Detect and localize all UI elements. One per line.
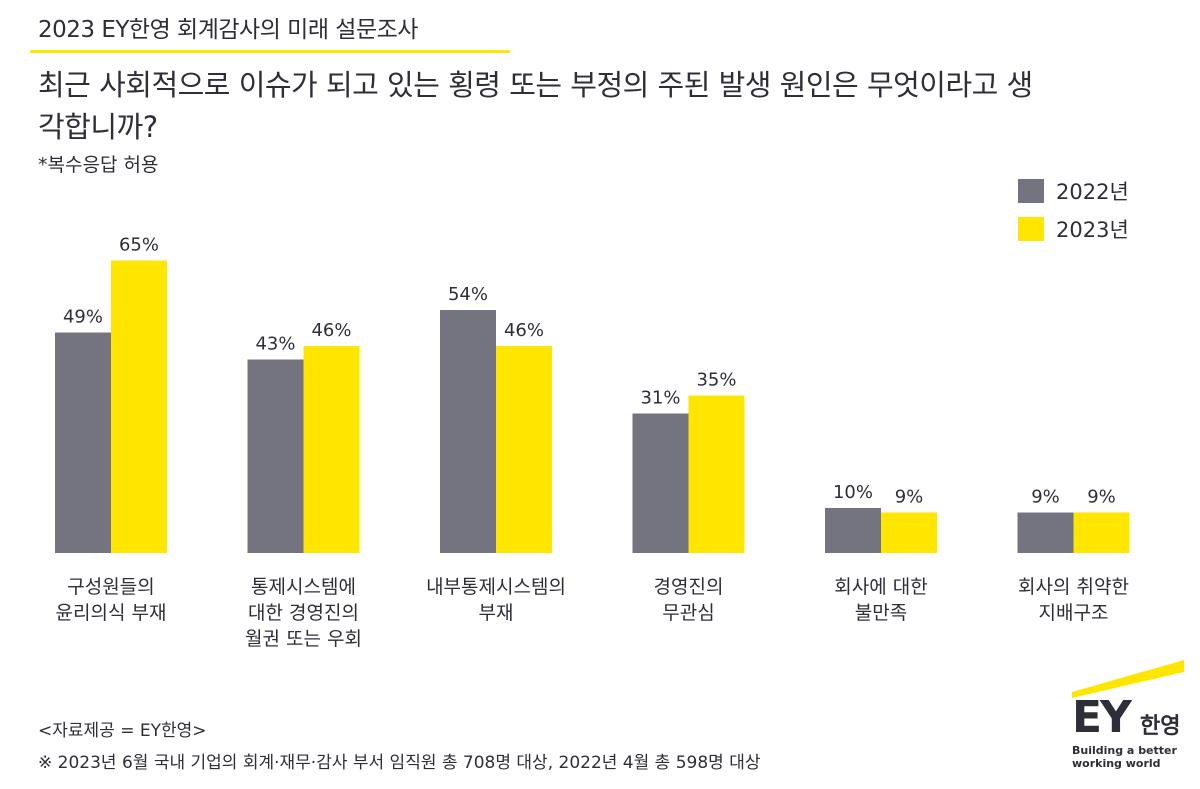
bar-2023-cat-2 (496, 346, 552, 553)
logo-wordmark: EY (1072, 692, 1132, 743)
data-label-2022-cat-1: 43% (255, 334, 295, 355)
bar-2023-cat-4 (881, 512, 937, 553)
data-source: <자료제공 = EY한영> (38, 721, 207, 741)
bar-2022-cat-2 (440, 310, 496, 553)
data-label-2022-cat-4: 10% (833, 482, 873, 503)
data-label-2022-cat-3: 31% (640, 388, 680, 409)
bar-2022-cat-0 (55, 332, 111, 553)
logo-korean: 한영 (1140, 714, 1181, 739)
data-label-2023-cat-4: 9% (895, 487, 924, 508)
data-label-2023-cat-1: 46% (311, 320, 351, 341)
chart-legend: 2022년 2023년 (1018, 178, 1129, 254)
bar-2023-cat-0 (111, 260, 167, 553)
category-label-3-line-0: 경영진의 (654, 576, 724, 598)
data-label-2022-cat-0: 49% (63, 307, 103, 328)
bar-2023-cat-5 (1073, 512, 1130, 553)
data-label-2022-cat-2: 54% (448, 284, 488, 305)
data-label-2022-cat-5: 9% (1031, 487, 1060, 508)
data-label-2023-cat-2: 46% (504, 320, 544, 341)
logo-tagline-line-2: working world (1072, 757, 1161, 770)
bar-2022-cat-3 (632, 413, 689, 553)
logo-beam-icon (1072, 660, 1184, 698)
bar-2022-cat-5 (1017, 512, 1074, 553)
bar-2022-cat-1 (247, 359, 304, 553)
legend-swatch-2023 (1018, 217, 1044, 241)
category-label-4-line-0: 회사에 대한 (834, 576, 927, 598)
data-label-2023-cat-3: 35% (696, 370, 736, 391)
category-label-3-line-1: 무관심 (662, 602, 714, 624)
logo-tagline-line-1: Building a better (1072, 744, 1177, 757)
category-label-2-line-1: 부재 (479, 602, 514, 624)
category-label-0-line-1: 윤리의식 부재 (56, 602, 167, 624)
category-label-4-line-1: 불만족 (855, 602, 907, 624)
category-label-0-line-0: 구성원들의 (67, 576, 154, 598)
legend-label-2022: 2022년 (1056, 180, 1129, 204)
legend-item-2023: 2023년 (1018, 216, 1129, 242)
legend-label-2023: 2023년 (1056, 218, 1129, 242)
bar-2022-cat-4 (825, 508, 881, 553)
data-label-2023-cat-0: 65% (119, 235, 159, 256)
category-label-1-line-0: 통제시스템에 (251, 576, 356, 598)
title-underline (30, 50, 510, 53)
category-label-2-line-0: 내부통제시스템의 (426, 576, 566, 598)
category-label-1-line-1: 대한 경영진의 (248, 602, 359, 624)
category-label-5-line-1: 지배구조 (1039, 602, 1109, 624)
logo-tagline: Building a better working world (1072, 744, 1182, 770)
bar-2023-cat-1 (303, 346, 360, 553)
survey-question: 최근 사회적으로 이슈가 되고 있는 횡령 또는 부정의 주된 발생 원인은 무… (38, 68, 1033, 144)
category-label-5-line-0: 회사의 취약한 (1018, 576, 1129, 598)
bar-2023-cat-3 (688, 395, 745, 553)
category-label-1-line-2: 월권 또는 우회 (245, 628, 362, 650)
survey-footnote: ※ 2023년 6월 국내 기업의 회계·재무·감사 부서 임직원 총 708명… (38, 753, 761, 773)
legend-swatch-2022 (1018, 179, 1044, 203)
legend-item-2022: 2022년 (1018, 178, 1129, 204)
ey-logo: EY 한영 Building a better working world (1068, 658, 1188, 778)
data-label-2023-cat-5: 9% (1087, 487, 1116, 508)
survey-title: 2023 EY한영 회계감사의 미래 설문조사 (38, 17, 418, 43)
multiple-response-note: *복수응답 허용 (38, 154, 159, 176)
